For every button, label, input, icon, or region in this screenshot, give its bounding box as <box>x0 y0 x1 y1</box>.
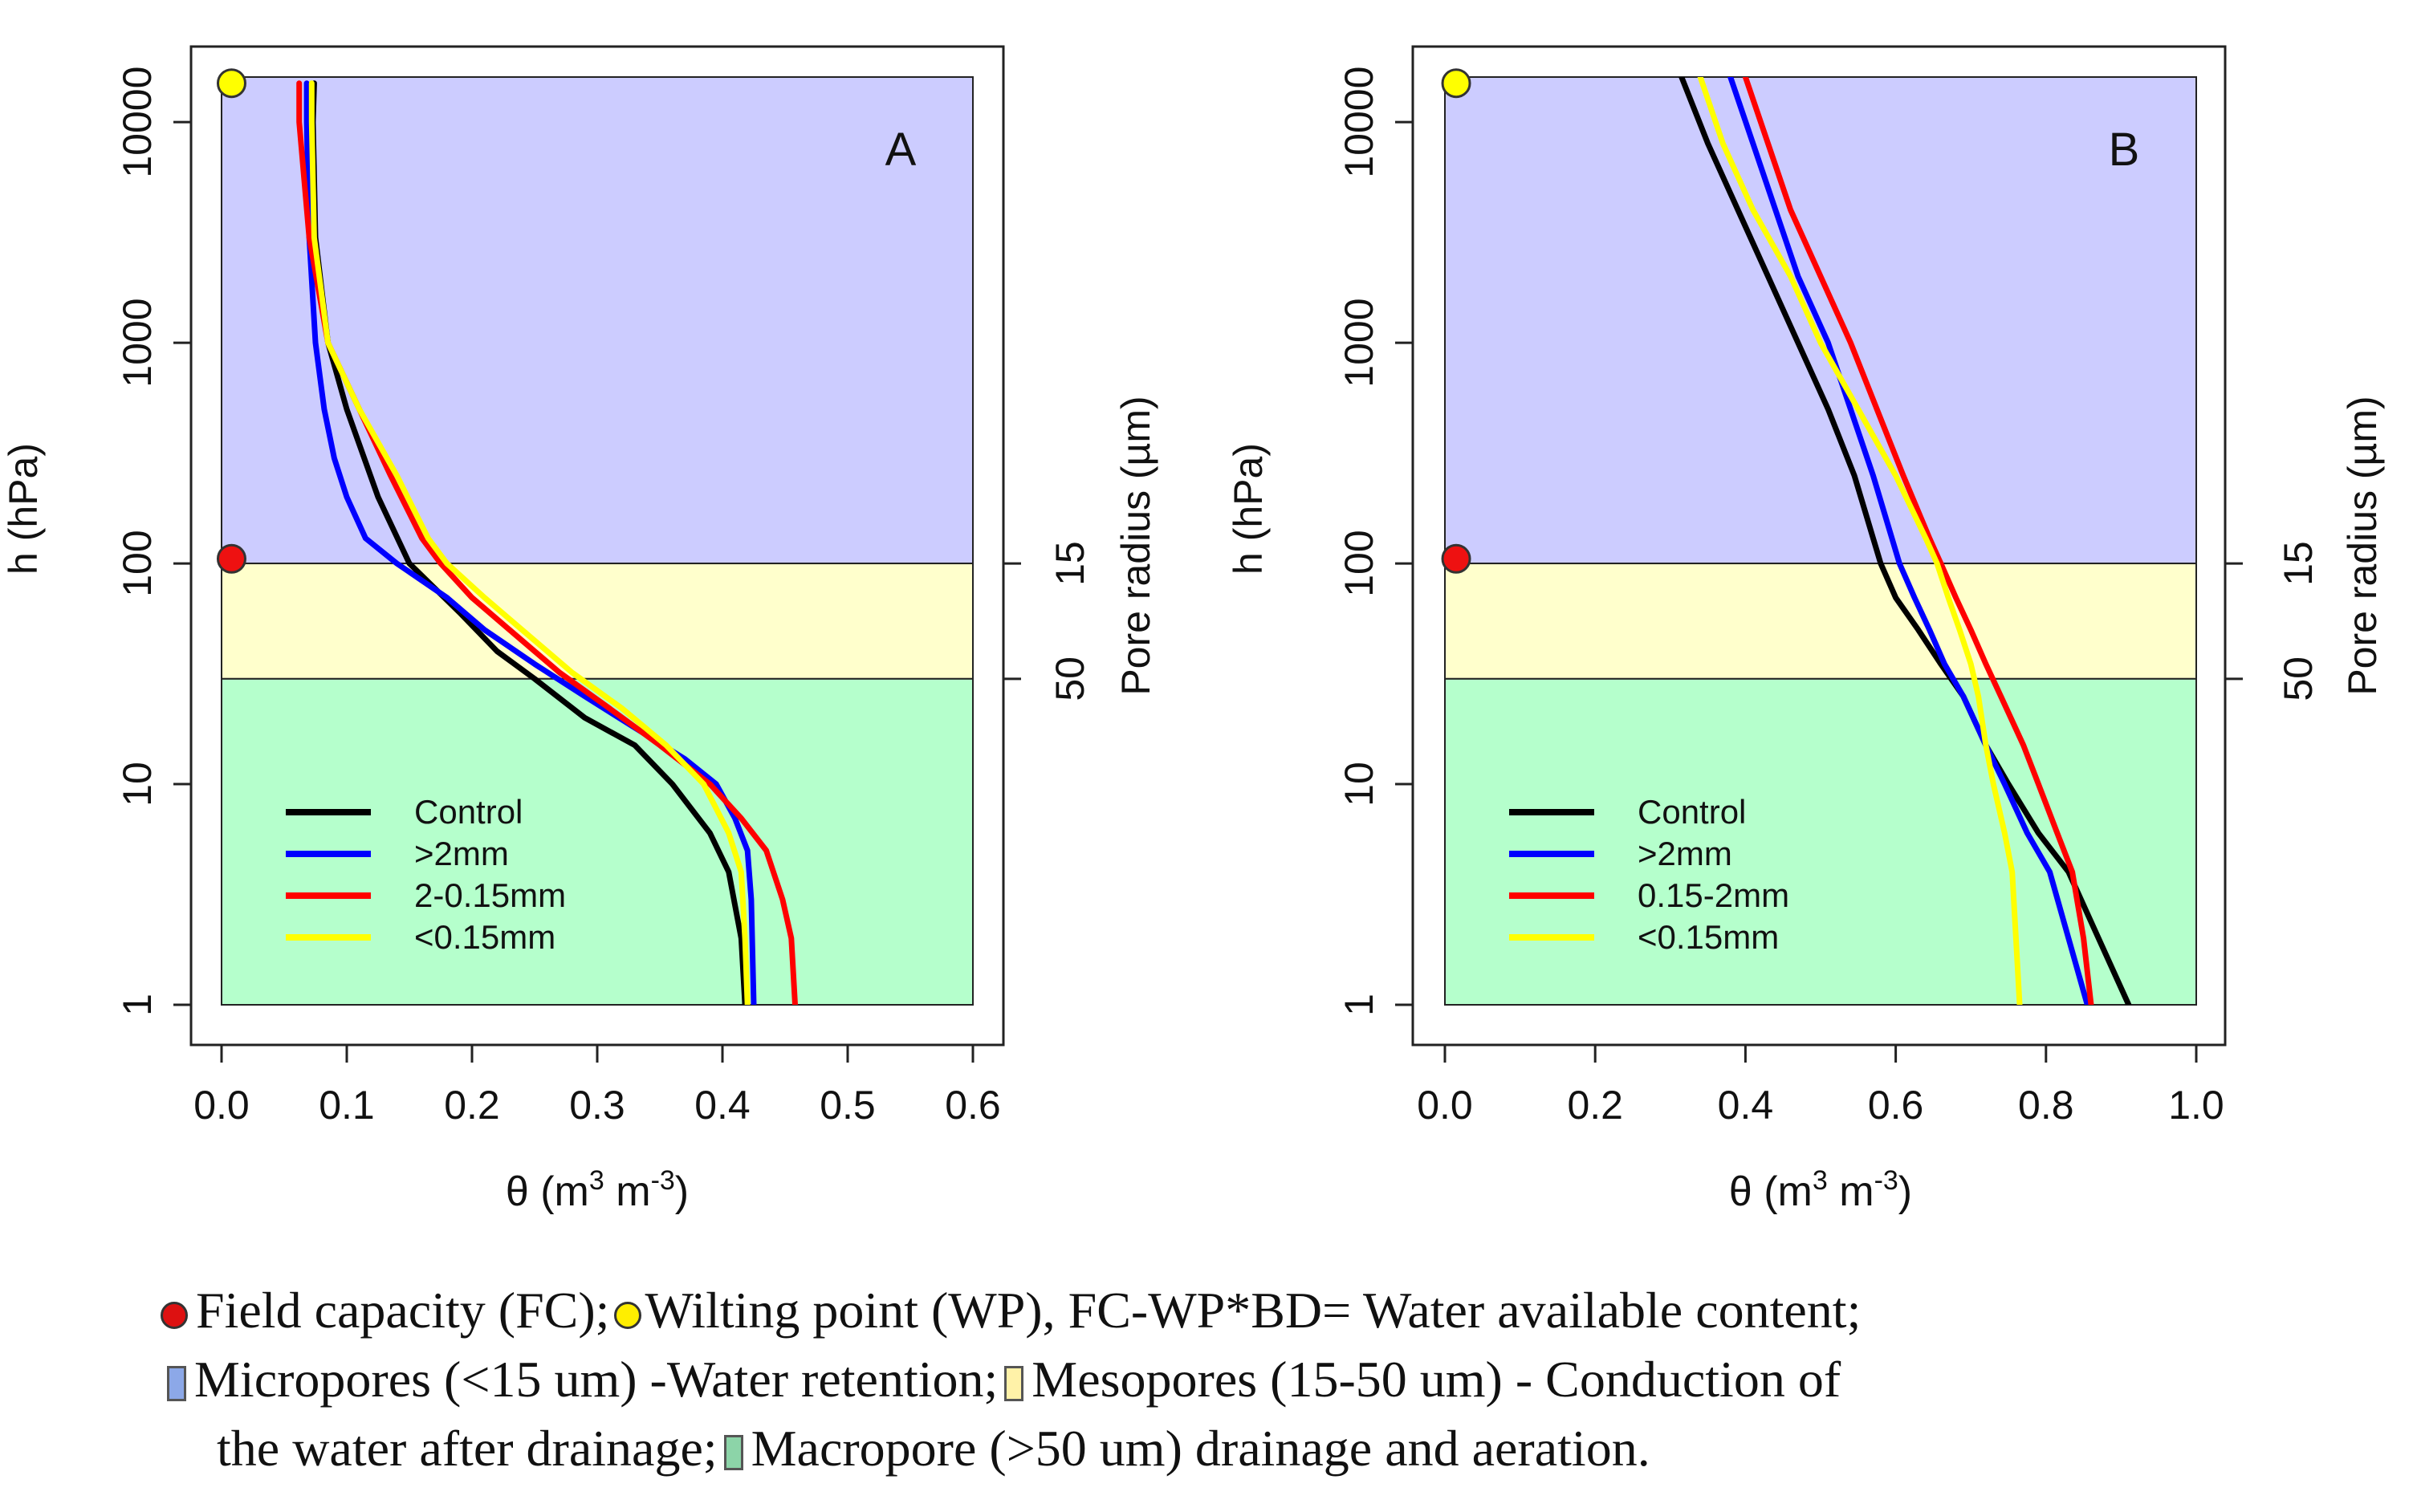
y2-axis-label: Pore radius (µm) <box>1113 396 1158 695</box>
series-line-0 <box>1678 77 2132 1005</box>
y-tick-label: 100 <box>115 530 160 596</box>
pore-band-0 <box>221 76 974 565</box>
micropores-swatch-icon <box>167 1366 186 1401</box>
y2-axis-label: Pore radius (µm) <box>2340 396 2385 695</box>
micropores-text: Micropores (<15 um) -Water retention; <box>194 1351 999 1408</box>
legend-label: Control <box>1638 793 1746 831</box>
legend-label: >2mm <box>1638 835 1732 872</box>
x-tick-label: 0.2 <box>444 1083 500 1128</box>
y-axis-label: h (hPa) <box>1 443 46 575</box>
x-tick-label: 0.6 <box>945 1083 1001 1128</box>
mesopores-text: Mesopores (15-50 um) - Conduction of <box>1031 1351 1841 1408</box>
x-axis-label: θ (m3 m-3) <box>1729 1165 1912 1215</box>
chart-panel-b: 0.0 0.2 0.4 0.6 0.8 1.0 θ (m3 m-3) 1 10 100 1000 10… <box>1226 45 2385 1215</box>
figure-caption: Field capacity (FC); Wilting point (WP), … <box>161 1276 2392 1483</box>
macropore-swatch-icon <box>723 1435 743 1470</box>
x-tick-label: 0.6 <box>1868 1083 1924 1128</box>
panel-label: A <box>885 124 917 176</box>
x-tick-label: 0.1 <box>319 1083 375 1128</box>
x-tick-label: 0.4 <box>1718 1083 1774 1128</box>
x-tick-label: 1.0 <box>2168 1083 2224 1128</box>
y-tick-label: 1000 <box>115 298 160 387</box>
marker-point-1 <box>1441 543 1471 574</box>
macropore-text: Macropore (>50 um) drainage and aeration… <box>751 1420 1650 1477</box>
y2-tick-label: 50 <box>2276 656 2321 701</box>
x-tick-label: 0.0 <box>193 1083 250 1128</box>
x-tick-label: 0.8 <box>2018 1083 2074 1128</box>
field-capacity-dot-icon <box>161 1302 188 1329</box>
y2-tick-label: 15 <box>2276 541 2321 586</box>
x-tick-label: 0.5 <box>820 1083 876 1128</box>
field-capacity-text: Field capacity (FC); <box>196 1282 610 1339</box>
drainage-text: the water after drainage; <box>217 1420 718 1477</box>
wilting-point-text: Wilting point (WP), FC-WP*BD= Water avai… <box>645 1282 1862 1339</box>
y-tick-label: 1 <box>1337 994 1381 1016</box>
y-tick-label: 10 <box>115 762 160 807</box>
marker-point-1 <box>216 543 246 574</box>
y-axis-label: h (hPa) <box>1226 443 1271 575</box>
pore-band-2 <box>1444 677 2197 1006</box>
y-tick-label: 1 <box>115 994 160 1016</box>
y-tick-label: 1000 <box>1337 298 1381 387</box>
caption-line-1: Field capacity (FC); Wilting point (WP), … <box>161 1276 2392 1345</box>
x-tick-label: 0.0 <box>1417 1083 1473 1128</box>
legend-label: 2-0.15mm <box>414 876 566 914</box>
series-line-1 <box>303 80 757 1005</box>
x-tick-label: 0.3 <box>569 1083 625 1128</box>
legend-label: >2mm <box>414 835 509 872</box>
caption-line-2: Micropores (<15 um) -Water retention; Mes… <box>161 1345 2392 1414</box>
legend-label: <0.15mm <box>1638 918 1779 956</box>
y2-tick-label: 50 <box>1048 656 1093 701</box>
mesopores-swatch-icon <box>1004 1366 1024 1401</box>
legend-label: <0.15mm <box>414 918 555 956</box>
caption-line-3: the water after drainage; Macropore (>50 … <box>161 1414 2392 1483</box>
y2-tick-label: 15 <box>1048 541 1093 586</box>
pore-band-2 <box>221 677 974 1006</box>
series-line-2 <box>1742 77 2094 1005</box>
series-line-3 <box>1697 77 2023 1005</box>
series-line-1 <box>1727 77 2090 1005</box>
y-tick-label: 10000 <box>1337 67 1381 178</box>
y-tick-label: 10000 <box>115 67 160 178</box>
marker-point-0 <box>1441 68 1471 99</box>
chart-panel-a: 0.0 0.1 0.2 0.3 0.4 0.5 0.6 θ (m3 m-3) 1 10 100 100… <box>1 45 1158 1215</box>
pore-band-1 <box>221 563 974 680</box>
y-tick-label: 100 <box>1337 530 1381 596</box>
series-line-3 <box>308 80 751 1005</box>
pore-band-1 <box>1444 563 2197 680</box>
x-tick-label: 0.2 <box>1567 1083 1623 1128</box>
legend-label: 0.15-2mm <box>1638 876 1789 914</box>
wilting-point-dot-icon <box>614 1302 642 1329</box>
marker-point-0 <box>216 68 246 99</box>
panel-label: B <box>2109 124 2140 176</box>
x-tick-label: 0.4 <box>694 1083 751 1128</box>
y-tick-label: 10 <box>1337 762 1381 807</box>
legend-label: Control <box>414 793 523 831</box>
x-axis-label: θ (m3 m-3) <box>506 1165 689 1215</box>
